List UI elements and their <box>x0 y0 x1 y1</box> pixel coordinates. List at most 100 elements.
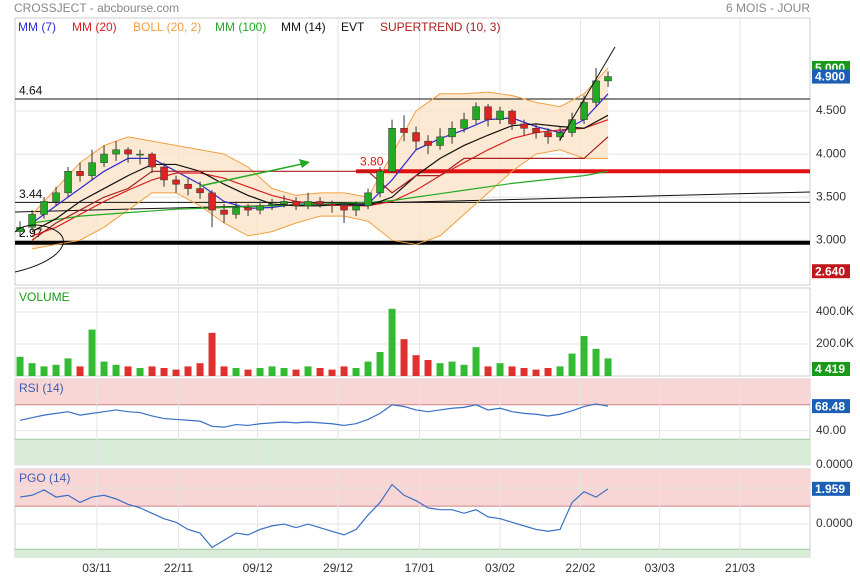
candle-body <box>256 205 264 211</box>
volume-bar <box>592 348 600 376</box>
candle-body <box>160 166 168 181</box>
candle-body <box>436 136 444 146</box>
value-box <box>812 264 850 279</box>
legend-entry: MM (20) <box>72 20 117 34</box>
legend-entry: BOLL (20, 2) <box>133 20 201 34</box>
candle-body <box>508 110 516 125</box>
candle-body <box>544 132 552 138</box>
candle-body <box>364 192 372 207</box>
overbought-zone <box>15 469 810 507</box>
volume-bar <box>172 369 180 376</box>
volume-bar <box>472 347 480 376</box>
candle-body <box>100 153 108 163</box>
indicator-line <box>31 67 609 215</box>
drawn-line <box>559 46 616 141</box>
candle-body <box>136 153 144 156</box>
candle-body <box>268 203 276 207</box>
value-box-label: 2.640 <box>815 264 845 278</box>
panel-frame <box>14 287 811 377</box>
value-box-label: 4.900 <box>815 70 845 84</box>
candle-body <box>208 192 216 211</box>
candle-body <box>316 201 324 205</box>
candle-body <box>460 119 468 129</box>
value-box <box>812 69 850 84</box>
chart-title: CROSSJECT - abcbourse.com <box>14 1 179 15</box>
x-tick-label: 17/01 <box>405 561 435 575</box>
volume-bar <box>484 366 492 376</box>
drawn-curve <box>15 224 64 273</box>
volume-bar <box>76 366 84 376</box>
volume-bar <box>532 369 540 376</box>
candle-body <box>280 201 288 205</box>
y-tick-label: 3.500 <box>816 189 846 203</box>
candle-body <box>424 140 432 146</box>
candle-body <box>604 76 612 82</box>
volume-bar <box>580 336 588 376</box>
candle-body <box>292 201 300 207</box>
x-tick-label: 29/12 <box>323 561 353 575</box>
value-box <box>812 362 850 376</box>
volume-bar <box>508 366 516 376</box>
period-label: 6 MOIS - JOUR <box>726 1 810 15</box>
volume-bar <box>124 366 132 376</box>
panel-title: PGO (14) <box>19 471 70 485</box>
volume-bar <box>100 361 108 376</box>
y-tick-label: 200.0K <box>816 336 854 350</box>
volume-bar <box>436 363 444 376</box>
arrow-head <box>299 159 310 168</box>
volume-bar <box>52 364 60 376</box>
indicator-line <box>19 483 609 549</box>
candle-body <box>184 183 192 189</box>
candle-body <box>400 127 408 133</box>
volume-bar <box>28 363 36 376</box>
panel-title: RSI (14) <box>19 381 64 395</box>
value-box <box>812 481 850 496</box>
volume-bar <box>460 364 468 376</box>
volume-bar <box>88 329 96 376</box>
volume-bar <box>268 366 276 376</box>
volume-bar <box>388 308 396 376</box>
candle-body <box>592 80 600 103</box>
oversold-zone <box>15 549 810 557</box>
volume-bar <box>196 363 204 376</box>
candle-body <box>328 203 336 207</box>
volume-bar <box>244 369 252 376</box>
candle-body <box>304 201 312 207</box>
volume-bar <box>64 358 72 376</box>
volume-bar <box>496 363 504 376</box>
legend-entry: MM (14) <box>281 20 326 34</box>
oversold-zone <box>15 439 810 465</box>
level-label: 3.80 <box>360 154 384 168</box>
trend-line <box>15 191 810 213</box>
candle-body <box>76 171 84 176</box>
candle-body <box>148 153 156 168</box>
candle-body <box>16 227 24 232</box>
x-tick-label: 03/11 <box>82 561 111 575</box>
volume-bar <box>604 358 612 376</box>
volume-bar <box>376 352 384 376</box>
candle-body <box>196 188 204 194</box>
volume-bar <box>544 368 552 376</box>
candle-body <box>448 127 456 138</box>
volume-bar <box>184 366 192 376</box>
volume-bar <box>136 368 144 376</box>
level-label: 3.44 <box>19 187 43 201</box>
volume-bar <box>208 332 216 376</box>
volume-bar <box>148 366 156 376</box>
indicator-line <box>19 403 609 428</box>
x-tick-label: 09/12 <box>243 561 273 575</box>
candle-body <box>472 106 480 120</box>
volume-bar <box>232 368 240 376</box>
price-area: 4.643.442.973.80 <box>15 46 810 273</box>
level-label: 4.64 <box>19 84 43 98</box>
candle-body <box>124 149 132 155</box>
candle-body <box>232 207 240 215</box>
volume-bar <box>520 368 528 376</box>
candle-body <box>220 209 228 215</box>
value-box-label: 1.959 <box>815 482 845 496</box>
volume-bar <box>256 368 264 376</box>
value-box-label: 4 419 <box>815 362 845 376</box>
value-box <box>812 399 850 414</box>
y-tick-label: 0.0000 <box>816 457 853 471</box>
candle-body <box>520 123 528 129</box>
